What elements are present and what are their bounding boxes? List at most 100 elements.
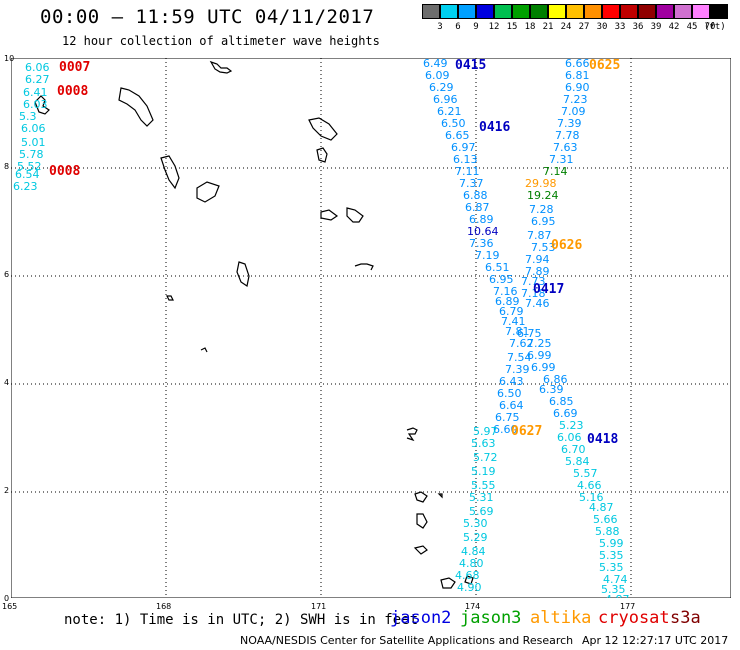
wave-height-label: 4.84 (461, 545, 486, 558)
scale-swatch (710, 4, 728, 19)
island-outline (209, 60, 233, 74)
wave-height-label: 6.06 (25, 61, 50, 74)
island-outline (160, 155, 180, 190)
island-outline (406, 427, 418, 442)
scale-label: 45 (686, 22, 698, 32)
wave-height-label: 7.53 (531, 241, 556, 254)
pass-time-label: 0626 (551, 238, 582, 253)
wave-height-label: 6.88 (463, 189, 488, 202)
scale-swatch (512, 4, 530, 19)
wave-height-label: 7.78 (555, 129, 580, 142)
island-outline (316, 147, 328, 163)
wave-height-label: 7.73 (521, 275, 546, 288)
wave-height-label: 6.81 (565, 69, 590, 82)
wave-height-label: 6.50 (441, 117, 466, 130)
wave-height-label: 7.46 (525, 297, 550, 310)
pass-time-label: 0007 (59, 60, 90, 75)
satellite-legend-item: altika (530, 608, 592, 628)
wave-height-label: 7.39 (505, 363, 530, 376)
wave-height-label: 5.66 (593, 513, 618, 526)
wave-height-label: 7.63 (553, 141, 578, 154)
island-outline (413, 545, 428, 555)
wave-height-label: 7.41 (501, 315, 526, 328)
pass-time-label: 0416 (479, 120, 510, 135)
wave-height-label: 5.78 (19, 148, 44, 161)
lat-tick-label: 0 (4, 594, 10, 603)
island-outline (464, 575, 474, 585)
island-outline (414, 491, 428, 503)
wave-height-label: 4.87 (605, 593, 630, 598)
wave-height-label: 5.31 (469, 491, 494, 504)
wave-height-label: 6.75 (495, 411, 520, 424)
scale-label: 15 (506, 22, 518, 32)
wave-height-label: 5.52 (17, 160, 42, 173)
wave-height-label: 4.87 (589, 501, 614, 514)
grid-lines (11, 58, 731, 598)
island-outline (118, 87, 154, 127)
scale-swatch (692, 4, 710, 19)
lat-tick-label: 6 (4, 270, 10, 279)
island-outline (354, 263, 374, 271)
scale-label: 21 (542, 22, 554, 32)
scale-label: 6 (455, 22, 461, 32)
wave-height-label: 29.98 (525, 177, 557, 190)
wave-height-label: 6.50 (497, 387, 522, 400)
wave-height-label: 6.95 (489, 273, 514, 286)
scale-label: 42 (668, 22, 680, 32)
satellite-legend-item: s3a (670, 608, 701, 628)
wave-height-label: 4.90 (457, 581, 482, 594)
wave-height-label: 7.31 (549, 153, 574, 166)
wave-height-label: 6.90 (565, 81, 590, 94)
wave-height-label: 5.35 (599, 549, 624, 562)
wave-height-label: 6.43 (499, 375, 524, 388)
wave-height-label: 6.13 (453, 153, 478, 166)
scale-label: 39 (650, 22, 662, 32)
island-outline (236, 261, 250, 287)
wave-height-label: 7.36 (469, 237, 494, 250)
pass-time-label: 0415 (455, 58, 486, 73)
wave-height-label: 6.39 (539, 383, 564, 396)
lon-tick-label: 171 (311, 602, 327, 611)
wave-height-label: 10.64 (467, 225, 499, 238)
wave-height-label: 6.03 (23, 98, 48, 111)
island-outline (196, 181, 220, 203)
wave-height-label: 5.30 (463, 517, 488, 530)
wave-height-label: 7.11 (455, 165, 480, 178)
wave-height-label: 5.63 (471, 437, 496, 450)
lon-tick-label: 174 (465, 602, 481, 611)
wave-height-label: 5.16 (579, 491, 604, 504)
wave-height-label: 7.87 (527, 229, 552, 242)
scale-label: 24 (560, 22, 572, 32)
wave-height-label: 7.28 (529, 203, 554, 216)
wave-height-label: 6.87 (465, 201, 490, 214)
wave-height-label: 6.99 (527, 349, 552, 362)
wave-height-label: 6.09 (425, 69, 450, 82)
scale-swatch (440, 4, 458, 19)
wave-height-label: 6.51 (485, 261, 510, 274)
scale-swatch (494, 4, 512, 19)
wave-height-label: 7.54 (507, 351, 532, 364)
wave-height-label: 5.19 (471, 465, 496, 478)
wave-height-label: 7.81 (505, 325, 530, 338)
wave-height-label: 6.65 (445, 129, 470, 142)
wave-height-label: 19.24 (527, 189, 559, 202)
wave-height-label: 6.64 (499, 399, 524, 412)
lat-tick-label: 10 (4, 54, 15, 63)
wave-height-label: 7.37 (459, 177, 484, 190)
scale-swatch (638, 4, 656, 19)
wave-height-label: 5.55 (471, 479, 496, 492)
wave-height-label: 6.96 (433, 93, 458, 106)
wave-height-label: 7.89 (525, 265, 550, 278)
wave-height-label: 6.70 (561, 443, 586, 456)
lon-tick-label: 168 (156, 602, 172, 611)
generated-timestamp: Apr 12 12:27:17 UTC 2017 (582, 634, 729, 647)
scale-label: 30 (596, 22, 608, 32)
scale-swatch (548, 4, 566, 19)
wave-height-label: 6.41 (23, 86, 48, 99)
scale-swatch (476, 4, 494, 19)
wave-height-label: 6.49 (423, 58, 448, 70)
scale-swatch (566, 4, 584, 19)
wave-height-label: 6.85 (549, 395, 574, 408)
footer-note: note: 1) Time is in UTC; 2) SWH is in fe… (64, 612, 419, 628)
